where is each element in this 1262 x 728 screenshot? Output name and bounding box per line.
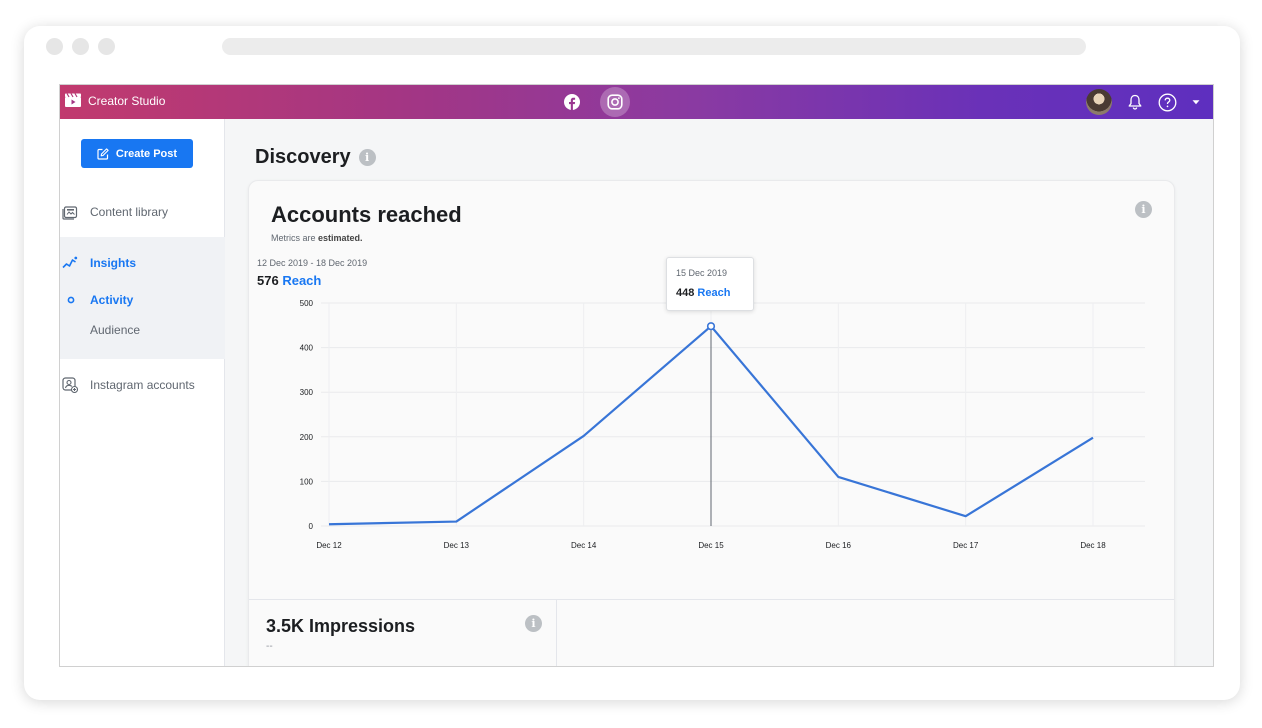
- reach-total: 576 Reach: [257, 273, 321, 288]
- impressions-subtitle: --: [266, 641, 273, 652]
- y-tick-label: 400: [300, 344, 314, 353]
- reach-data-point[interactable]: [1091, 435, 1096, 440]
- reach-data-point[interactable]: [327, 522, 332, 527]
- x-tick-label: Dec 18: [1080, 541, 1106, 550]
- insights-section: Insights Activity Audience: [60, 237, 225, 359]
- x-tick-label: Dec 15: [698, 541, 724, 550]
- close-window-button[interactable]: [46, 38, 63, 55]
- main-content: Discovery i Accounts reached i Metrics a…: [225, 119, 1213, 666]
- sidebar-item-label: Content library: [90, 205, 169, 219]
- instagram-accounts-icon: [62, 377, 78, 393]
- page-title-text: Discovery: [255, 146, 351, 168]
- card-divider-vertical: [556, 599, 557, 666]
- card-title: Accounts reached: [271, 202, 462, 227]
- window-controls: [46, 38, 115, 55]
- reach-data-point[interactable]: [836, 474, 841, 479]
- info-icon[interactable]: i: [525, 615, 542, 632]
- y-tick-label: 100: [300, 477, 314, 486]
- bell-icon[interactable]: [1126, 93, 1144, 111]
- sidebar-item-instagram-accounts[interactable]: Instagram accounts: [60, 377, 225, 393]
- avatar[interactable]: [1086, 89, 1112, 115]
- reach-line-chart: 0 100 200 300 400 500 Dec 12 Dec 13 Dec 14 Dec 15…: [300, 299, 1145, 550]
- platform-switcher: [558, 87, 630, 117]
- reach-data-point[interactable]: [963, 514, 968, 519]
- tooltip-value: 448 Reach: [676, 287, 731, 299]
- x-tick-label: Dec 13: [444, 541, 470, 550]
- accounts-reached-card: Accounts reached i Metrics are estimated…: [248, 180, 1175, 666]
- create-post-label: Create Post: [115, 147, 178, 160]
- maximize-window-button[interactable]: [98, 38, 115, 55]
- impressions-title: 3.5K Impressions: [266, 616, 416, 636]
- sidebar-item-label: Insights: [90, 256, 137, 270]
- insights-icon: [62, 256, 78, 269]
- app-title: Creator Studio: [88, 93, 166, 108]
- sidebar-item-label: Audience: [90, 323, 141, 337]
- y-tick-label: 300: [300, 388, 314, 397]
- y-tick-label: 0: [309, 522, 314, 531]
- chart-tooltip: 15 Dec 2019 448 Reach: [666, 257, 754, 311]
- minimize-window-button[interactable]: [72, 38, 89, 55]
- content-library-icon: [62, 206, 78, 220]
- reach-total-value: 576: [257, 273, 279, 288]
- edit-icon: [97, 147, 109, 160]
- sidebar-item-activity[interactable]: Activity: [60, 292, 225, 308]
- card-divider: [249, 599, 1174, 600]
- reach-data-point[interactable]: [581, 433, 586, 438]
- creator-studio-app: Creator Studio: [59, 84, 1214, 667]
- create-post-button[interactable]: Create Post: [81, 139, 193, 168]
- tooltip-date: 15 Dec 2019: [676, 268, 728, 278]
- page-title: Discovery i: [255, 146, 376, 169]
- topbar-actions: [1086, 89, 1201, 115]
- y-tick-label: 200: [300, 433, 314, 442]
- x-tick-label: Dec 14: [571, 541, 597, 550]
- reach-data-point[interactable]: [706, 322, 716, 331]
- sidebar-item-content-library[interactable]: Content library: [60, 204, 225, 220]
- sidebar: Create Post Content library Insights: [60, 119, 225, 666]
- sidebar-item-insights[interactable]: Insights: [60, 255, 225, 271]
- reach-total-label: Reach: [282, 273, 322, 288]
- x-tick-label: Dec 17: [953, 541, 979, 550]
- sidebar-item-label: Activity: [90, 293, 134, 307]
- y-tick-label: 500: [300, 299, 314, 308]
- facebook-icon[interactable]: [558, 88, 586, 116]
- chevron-down-icon[interactable]: [1191, 97, 1201, 107]
- clapperboard-icon: [65, 93, 81, 107]
- help-icon[interactable]: [1158, 93, 1177, 112]
- info-icon[interactable]: i: [358, 149, 376, 166]
- sidebar-item-label: Instagram accounts: [90, 378, 195, 392]
- x-tick-label: Dec 16: [826, 541, 852, 550]
- instagram-icon[interactable]: [600, 87, 630, 117]
- reach-data-point[interactable]: [454, 519, 459, 524]
- metrics-note: Metrics are estimated.: [271, 233, 363, 243]
- brand[interactable]: Creator Studio: [64, 93, 165, 108]
- date-range: 12 Dec 2019 - 18 Dec 2019: [257, 258, 368, 268]
- address-bar[interactable]: [222, 38, 1086, 55]
- active-dot-icon: [67, 296, 75, 304]
- info-icon[interactable]: i: [1135, 201, 1152, 218]
- top-bar: Creator Studio: [60, 85, 1213, 119]
- x-tick-label: Dec 12: [316, 541, 342, 550]
- sidebar-item-audience[interactable]: Audience: [60, 322, 225, 338]
